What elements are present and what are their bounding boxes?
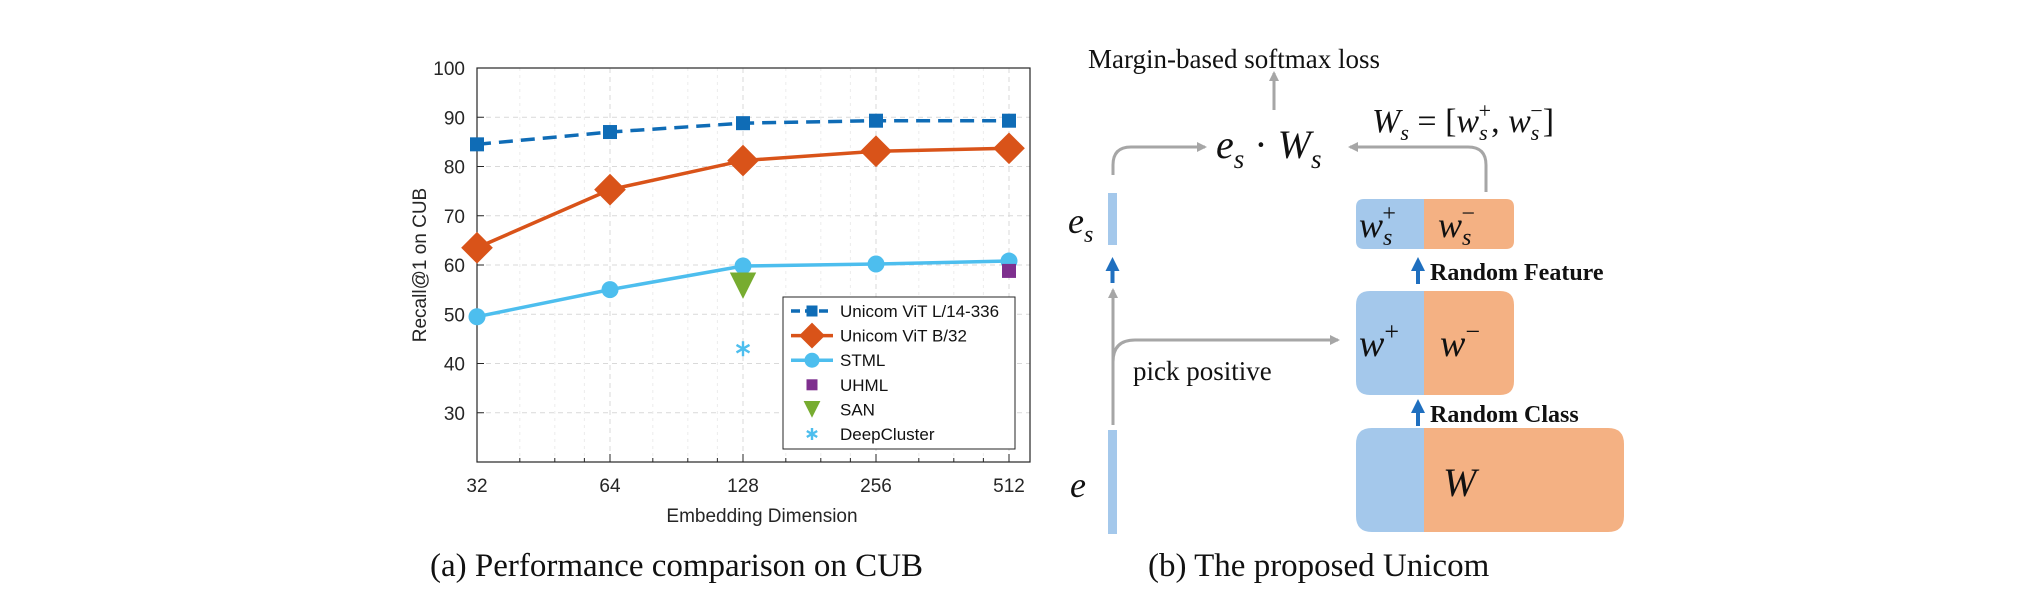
series-5 bbox=[735, 341, 751, 357]
data-point bbox=[603, 125, 617, 140]
series-1 bbox=[461, 132, 1025, 264]
x-tick-label: 64 bbox=[599, 476, 621, 497]
legend-marker bbox=[806, 305, 818, 317]
pick-positive-label: pick positive bbox=[1133, 356, 1272, 386]
data-point bbox=[869, 113, 883, 128]
math-product: es · Ws bbox=[1216, 122, 1321, 174]
data-point bbox=[470, 137, 484, 152]
data-point bbox=[727, 144, 759, 177]
math-es: es bbox=[1068, 201, 1093, 248]
loss-label: Margin-based softmax loss bbox=[1088, 44, 1380, 74]
legend-marker bbox=[799, 322, 825, 349]
caption-b-text: The proposed Unicom bbox=[1194, 548, 1490, 584]
legend-box bbox=[782, 296, 1016, 450]
series-4 bbox=[729, 272, 757, 299]
x-tick-label: 256 bbox=[860, 476, 892, 497]
chart-ticks: 30 40 50 60 70 80 90 100 32 64 128 256 512 bbox=[433, 59, 1025, 497]
data-point bbox=[1002, 113, 1016, 128]
ws-to-product-arrow bbox=[1348, 142, 1488, 192]
x-tick-label: 512 bbox=[993, 476, 1025, 497]
data-point bbox=[594, 173, 626, 206]
y-tick-label: 40 bbox=[444, 355, 465, 376]
data-point bbox=[468, 308, 486, 326]
data-point bbox=[993, 132, 1025, 165]
legend-label: STML bbox=[840, 351, 885, 370]
random-class-label: Random Class bbox=[1430, 402, 1579, 428]
math-w-plus: w+ bbox=[1359, 317, 1399, 365]
data-point bbox=[736, 116, 750, 131]
series-3 bbox=[1002, 263, 1016, 278]
legend-label: UHML bbox=[840, 376, 888, 395]
data-point bbox=[729, 272, 757, 299]
sampled-class-matrix bbox=[1356, 291, 1514, 395]
legend-label: SAN bbox=[840, 400, 875, 419]
data-point bbox=[1002, 263, 1016, 278]
y-axis-label: Recall@1 on CUB bbox=[410, 188, 431, 342]
y-tick-label: 100 bbox=[433, 59, 465, 80]
legend-marker bbox=[806, 379, 818, 391]
es-to-product-arrow bbox=[1111, 142, 1207, 175]
class-matrix-W bbox=[1356, 428, 1624, 532]
random-feature-label: Random Feature bbox=[1430, 260, 1604, 286]
caption-a: (a) Performance comparison on CUB bbox=[430, 548, 923, 585]
y-tick-label: 80 bbox=[444, 158, 465, 179]
y-tick-label: 70 bbox=[444, 207, 465, 228]
math-W: W bbox=[1443, 460, 1480, 505]
series-0 bbox=[470, 113, 1016, 152]
pick-positive-arrow bbox=[1111, 335, 1340, 390]
embedding-es-bar bbox=[1108, 193, 1117, 245]
math-ws-plus: ws+ bbox=[1359, 201, 1396, 251]
unicom-diagram: Random Class Random Feature pick positiv… bbox=[1068, 44, 1624, 534]
chart-legend: Unicom ViT L/14-336 Unicom ViT B/32 STML UH… bbox=[782, 296, 1016, 450]
x-axis-label: Embedding Dimension bbox=[666, 506, 857, 527]
embedding-e-bar bbox=[1108, 430, 1117, 534]
legend-marker bbox=[804, 352, 820, 368]
legend-label: DeepCluster bbox=[840, 425, 935, 444]
legend-marker bbox=[806, 428, 818, 440]
y-tick-label: 50 bbox=[444, 305, 465, 326]
data-point bbox=[461, 231, 493, 264]
x-tick-label: 32 bbox=[466, 476, 487, 497]
legend-label: Unicom ViT B/32 bbox=[840, 327, 967, 346]
math-ws-definition: Ws = [ws+, ws−] bbox=[1372, 98, 1554, 145]
caption-b: (b) The proposed Unicom bbox=[1148, 548, 1489, 585]
y-tick-label: 30 bbox=[444, 404, 465, 425]
data-point bbox=[601, 281, 619, 299]
data-point bbox=[735, 341, 751, 357]
caption-a-tag: (a) bbox=[430, 548, 467, 584]
x-tick-label: 128 bbox=[727, 476, 759, 497]
math-ws-minus: ws− bbox=[1438, 201, 1475, 251]
legend-marker bbox=[803, 401, 821, 418]
y-tick-label: 60 bbox=[444, 256, 465, 277]
chart-series bbox=[461, 113, 1025, 357]
recall-chart: 30 40 50 60 70 80 90 100 32 64 128 256 512 Embedding… bbox=[410, 59, 1031, 527]
data-point bbox=[860, 135, 892, 168]
y-tick-label: 90 bbox=[444, 108, 465, 129]
legend-label: Unicom ViT L/14-336 bbox=[840, 302, 999, 321]
caption-b-tag: (b) bbox=[1148, 548, 1187, 584]
data-point bbox=[734, 257, 752, 275]
caption-a-text: Performance comparison on CUB bbox=[474, 548, 924, 584]
math-e: e bbox=[1070, 465, 1086, 505]
data-point bbox=[867, 255, 885, 273]
sampled-feature-matrix bbox=[1356, 199, 1514, 249]
